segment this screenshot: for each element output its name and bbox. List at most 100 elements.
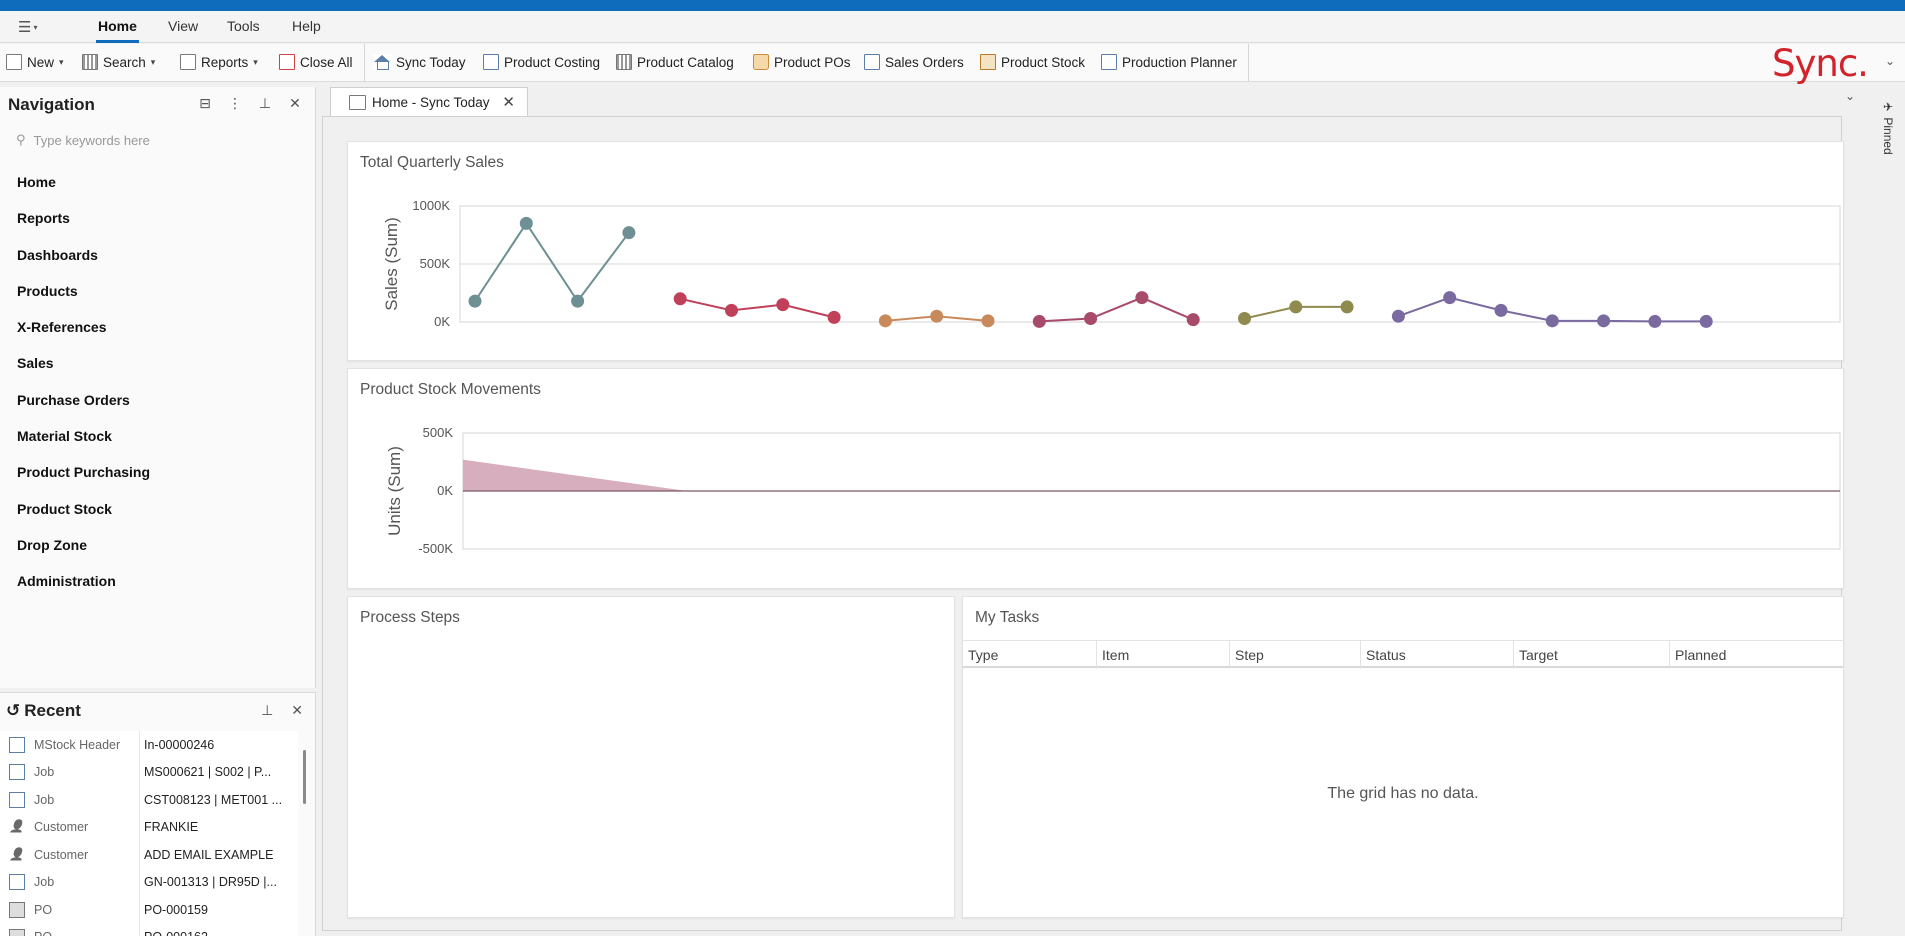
- product-stock-button[interactable]: Product Stock: [980, 54, 1085, 70]
- nav-item-purchase-orders[interactable]: Purchase Orders: [17, 391, 130, 408]
- process-card-title: Process Steps: [360, 609, 460, 626]
- close-icon[interactable]: ✕: [502, 94, 515, 111]
- tab-home-sync-today[interactable]: Home - Sync Today ✕: [330, 87, 528, 117]
- tasks-grid-header: Type Item Step Status Target Planned: [963, 640, 1843, 669]
- customer-icon: 👤: [9, 819, 24, 834]
- tasks-col-planned[interactable]: Planned: [1675, 647, 1727, 663]
- sales-orders-button[interactable]: Sales Orders: [864, 54, 964, 70]
- nav-item-product-purchasing[interactable]: Product Purchasing: [17, 464, 151, 481]
- close-icon[interactable]: ✕: [289, 95, 301, 111]
- nav-search-input[interactable]: ⚲ Type keywords here: [16, 132, 150, 148]
- tasks-empty-message: The grid has no data.: [1327, 785, 1479, 802]
- data-point: [827, 310, 841, 324]
- shopping-bag-icon: [753, 54, 769, 70]
- series-line: [679, 297, 835, 319]
- data-point: [878, 314, 892, 328]
- reports-button[interactable]: Reports ▾: [180, 54, 258, 70]
- data-point: [519, 216, 533, 230]
- stock-in-icon: [9, 736, 25, 753]
- y-tick-label: 0K: [434, 314, 450, 329]
- menu-view[interactable]: View: [168, 18, 199, 34]
- data-point: [1597, 314, 1611, 328]
- tree-view-icon[interactable]: ⋮: [228, 95, 242, 111]
- nav-item-home[interactable]: Home: [17, 174, 56, 190]
- nav-item-product-stock[interactable]: Product Stock: [17, 500, 112, 517]
- my-tasks-card: My Tasks Type Item Step Status Target Pl…: [962, 596, 1844, 918]
- stock-card: Product Stock Movements -500K 0K 500K Units…: [347, 368, 1844, 589]
- pinned-label: Pinned: [1881, 117, 1895, 155]
- nav-item-administration[interactable]: Administration: [17, 573, 116, 590]
- nav-item-sales[interactable]: Sales: [17, 355, 54, 372]
- recent-row-type: Job: [34, 868, 140, 896]
- recent-row[interactable]: PO PO-000159: [0, 896, 298, 924]
- new-document-icon: [6, 54, 22, 70]
- job-grid-icon: [9, 874, 25, 891]
- close-all-button[interactable]: Close All: [279, 54, 353, 70]
- toolbar-separator: [1248, 44, 1249, 82]
- recent-row[interactable]: Job MS000621 | S002 | P...: [0, 758, 298, 786]
- sync-today-button[interactable]: Sync Today: [373, 54, 466, 70]
- costing-grid-icon: [483, 54, 499, 70]
- navigation-panel: Navigation ⊟ ⋮ ⊥ ✕ ⚲ Type keywords here …: [0, 87, 316, 688]
- po-bag-icon: [9, 901, 25, 918]
- recent-row[interactable]: 👤 Customer FRANKIE: [0, 813, 298, 841]
- nav-item-reports[interactable]: Reports: [17, 210, 70, 227]
- new-button[interactable]: New ▾: [6, 54, 64, 70]
- data-point: [1084, 312, 1098, 326]
- nav-item-x-references[interactable]: X-References: [17, 319, 107, 336]
- menu-help[interactable]: Help: [292, 18, 321, 34]
- recent-row[interactable]: Job GN-001313 | DR95D |...: [0, 868, 298, 896]
- product-pos-label: Product POs: [774, 54, 851, 70]
- product-catalog-button[interactable]: Product Catalog: [616, 54, 734, 70]
- sales-card: Total Quarterly Sales 0K 500K 1000K Sales (…: [347, 141, 1844, 361]
- chevron-down-icon: ▾: [33, 22, 38, 32]
- recent-row-type: Customer: [34, 813, 140, 841]
- chevron-down-icon[interactable]: ⌄: [1845, 89, 1856, 103]
- chevron-down-icon[interactable]: ⌄: [1885, 54, 1896, 68]
- recent-row[interactable]: Job CST008123 | MET001 ...: [0, 786, 298, 814]
- tasks-col-item[interactable]: Item: [1097, 641, 1230, 669]
- y-axis-title: Sales (Sum): [382, 217, 401, 311]
- pin-icon[interactable]: ⊥: [261, 702, 274, 718]
- collapse-all-icon[interactable]: ⊟: [199, 95, 211, 111]
- nav-item-drop-zone[interactable]: Drop Zone: [17, 536, 87, 553]
- job-grid-icon: [9, 764, 25, 781]
- data-point: [1648, 314, 1662, 328]
- recent-row[interactable]: MStock Header In-00000246: [0, 731, 298, 759]
- chevron-down-icon: ▾: [59, 56, 64, 67]
- y-axis-title: Units (Sum): [385, 446, 404, 536]
- tasks-col-target[interactable]: Target: [1514, 641, 1670, 669]
- nav-item-dashboards[interactable]: Dashboards: [17, 246, 98, 263]
- recent-row-value: PO-000159: [144, 902, 208, 917]
- data-point: [1032, 314, 1046, 328]
- app-menu-button[interactable]: ☰ ▾: [18, 17, 48, 37]
- recent-row-type: Job: [34, 786, 140, 814]
- recent-row-value: MS000621 | S002 | P...: [144, 765, 272, 780]
- menu-home[interactable]: Home: [96, 18, 139, 43]
- data-point: [1289, 300, 1303, 314]
- y-tick-label: 500K: [423, 425, 454, 440]
- pin-icon[interactable]: ⊥: [258, 95, 272, 111]
- product-pos-button[interactable]: Product POs: [753, 54, 851, 70]
- product-costing-button[interactable]: Product Costing: [483, 54, 600, 70]
- close-all-icon: [279, 54, 295, 70]
- search-button[interactable]: Search ▾: [82, 54, 155, 70]
- pinned-panel-tab[interactable]: ✈ Pinned: [1881, 100, 1895, 155]
- tasks-card-title: My Tasks: [975, 609, 1040, 626]
- menu-tools[interactable]: Tools: [227, 18, 260, 34]
- close-icon[interactable]: ✕: [291, 702, 303, 718]
- tasks-col-type[interactable]: Type: [963, 641, 1097, 669]
- production-planner-button[interactable]: Production Planner: [1101, 54, 1237, 70]
- nav-item-material-stock[interactable]: Material Stock: [17, 428, 112, 445]
- data-point: [1699, 314, 1713, 328]
- data-point: [725, 303, 738, 317]
- recent-scrollbar[interactable]: [303, 750, 306, 804]
- tasks-col-status[interactable]: Status: [1361, 641, 1514, 669]
- nav-item-products[interactable]: Products: [17, 282, 78, 299]
- tasks-col-step[interactable]: Step: [1230, 641, 1361, 669]
- stock-icon: [980, 54, 996, 70]
- data-point: [673, 292, 687, 306]
- data-point: [1494, 303, 1508, 317]
- recent-row[interactable]: 👤 Customer ADD EMAIL EXAMPLE: [0, 841, 298, 869]
